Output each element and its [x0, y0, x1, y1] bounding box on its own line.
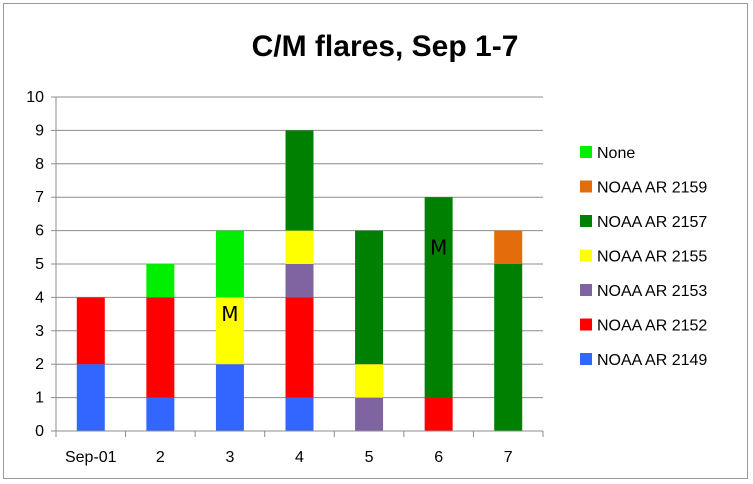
legend-swatch [580, 215, 592, 227]
bar-segment [494, 230, 523, 264]
annotation-label: M [221, 302, 238, 326]
bar-segment [285, 264, 314, 298]
y-tick-label: 4 [35, 289, 44, 306]
legend-label: NOAA AR 2155 [597, 249, 707, 266]
bar-segment [355, 397, 384, 431]
legend-swatch [580, 318, 592, 331]
bar-segment [355, 364, 384, 398]
y-tick-label: 8 [35, 156, 44, 173]
legend-swatch [580, 180, 592, 193]
legend-swatch [580, 353, 592, 365]
bar-segment [494, 264, 523, 431]
y-tick-label: 3 [35, 323, 44, 340]
y-tick-label: 6 [35, 223, 44, 240]
legend-label: NOAA AR 2157 [597, 214, 707, 231]
bar-segment [215, 297, 244, 365]
legend-label: NOAA AR 2159 [597, 180, 707, 197]
bar-segment [146, 264, 175, 298]
x-tick-label: 2 [156, 449, 165, 466]
x-tick-label: 6 [434, 449, 443, 466]
y-tick-label: 0 [35, 423, 44, 440]
y-tick-label: 1 [35, 390, 44, 407]
bar-segment [215, 364, 244, 431]
legend-swatch [580, 146, 592, 158]
y-tick-label: 10 [26, 89, 44, 106]
y-tick-label: 2 [35, 356, 44, 373]
bar-segment [215, 230, 244, 298]
bar-segment [285, 130, 314, 231]
legend-label: NOAA AR 2149 [597, 352, 707, 369]
bar-segment [285, 397, 314, 431]
x-tick-label: 3 [225, 449, 234, 466]
bar-segment [424, 197, 453, 398]
chart-title: C/M flares, Sep 1-7 [251, 30, 519, 63]
bar-segment [76, 297, 105, 365]
bar-segment [285, 297, 314, 398]
x-tick-label: Sep-01 [65, 449, 117, 466]
annotation-label: M [430, 235, 447, 259]
x-tick-label: 4 [295, 449, 304, 466]
y-tick-label: 7 [35, 189, 44, 206]
legend-swatch [580, 249, 592, 262]
legend-label: NOAA AR 2153 [597, 283, 707, 300]
y-tick-label: 5 [35, 256, 44, 273]
legend-label: NOAA AR 2152 [597, 318, 707, 335]
bar-segment [285, 230, 314, 264]
x-tick-label: 7 [504, 449, 513, 466]
bar-segment [355, 230, 384, 365]
y-tick-label: 9 [35, 122, 44, 139]
bar-segment [146, 397, 175, 431]
legend-label: None [597, 145, 635, 162]
bar-segment [424, 397, 453, 431]
bar-segment [76, 364, 105, 431]
legend-swatch [580, 284, 592, 296]
x-tick-label: 5 [365, 449, 374, 466]
bar-segment [146, 297, 175, 398]
